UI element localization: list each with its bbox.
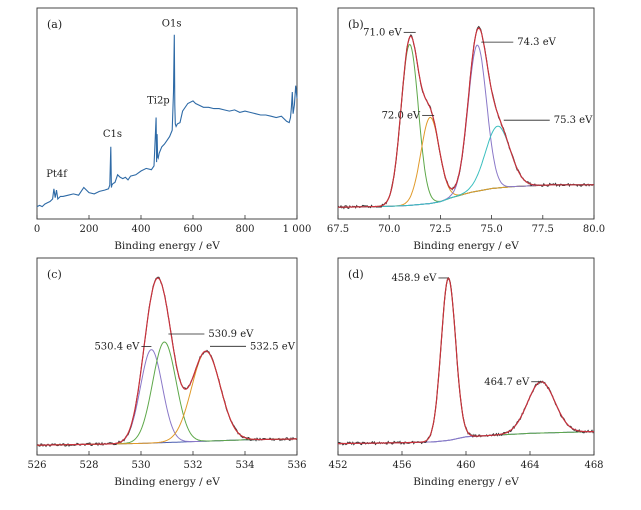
annotation-o1s: O1s [162, 19, 182, 30]
peak-label: 530.4 eV [94, 342, 140, 353]
x-tick-label: 460 [456, 460, 475, 471]
envelope-line [37, 277, 297, 446]
x-tick-label: 526 [27, 460, 46, 471]
x-tick-label: 77.5 [532, 224, 554, 235]
panel-label: (b) [348, 18, 364, 31]
x-tick-label: 452 [328, 460, 347, 471]
fitted-peak-2 [37, 350, 297, 446]
panel-c-o1s-spectrum: 526 528 530 532 534 536 Binding energy / eV (c)… [27, 257, 307, 488]
annotation-c1s: C1s [103, 129, 122, 140]
x-axis-label: Binding energy / eV [413, 240, 519, 252]
survey-spectrum-line [36, 34, 298, 208]
x-axis-label: Binding energy / eV [114, 476, 220, 488]
panel-label: (c) [47, 268, 62, 281]
x-tick-label: 80.0 [583, 224, 605, 235]
x-tick-label: 600 [183, 224, 202, 235]
x-tick-label: 534 [235, 460, 254, 471]
fitted-peak-1 [337, 116, 594, 208]
panel-b-pt4f-spectrum: 67.5 70.0 72.5 75.0 77.5 80.0 Binding energy /… [327, 7, 605, 252]
x-axis-label: Binding energy / eV [114, 240, 220, 252]
plot-frame [36, 257, 298, 456]
fitted-peak-1 [37, 341, 297, 446]
annotation-ti2p: Ti2p [147, 96, 170, 107]
plot-frame [337, 257, 595, 456]
x-tick-label: 400 [131, 224, 150, 235]
peak-label: 71.0 eV [363, 27, 402, 38]
x-tick-label: 532 [183, 460, 202, 471]
x-axis-label: Binding energy / eV [413, 476, 519, 488]
x-tick-label: 530 [131, 460, 150, 471]
panel-label: (a) [47, 18, 62, 31]
x-tick-label: 72.5 [429, 224, 451, 235]
envelope-line [337, 27, 594, 208]
background-line [337, 184, 594, 208]
peak-label: 530.9 eV [208, 329, 254, 340]
fitted-peak-0 [338, 277, 594, 445]
peak-label: 72.0 eV [382, 110, 421, 121]
x-tick-label: 70.0 [378, 224, 400, 235]
peak-label: 458.9 eV [391, 273, 437, 284]
fitted-peak-1 [338, 381, 594, 445]
x-tick-label: 200 [79, 224, 98, 235]
panel-label: (d) [348, 268, 364, 281]
x-tick-label: 75.0 [480, 224, 502, 235]
fitted-peak-3 [337, 125, 594, 208]
plot-frame [36, 7, 298, 220]
peak-label: 464.7 eV [484, 377, 530, 388]
peak-label: 532.5 eV [250, 341, 296, 352]
x-tick-label: 67.5 [327, 224, 349, 235]
x-tick-label: 536 [287, 460, 306, 471]
peak-label: 75.3 eV [554, 115, 593, 126]
x-tick-label: 0 [34, 224, 40, 235]
x-tick-label: 456 [392, 460, 411, 471]
envelope-line [338, 276, 594, 445]
raw-data-line [337, 276, 595, 446]
peak-label: 74.3 eV [517, 37, 556, 48]
annotation-pt4f: Pt4f [46, 169, 68, 180]
x-tick-label: 800 [235, 224, 254, 235]
raw-data-line [36, 276, 298, 448]
x-tick-label: 464 [520, 460, 539, 471]
fitted-peak-0 [37, 349, 297, 446]
background-line [338, 431, 594, 445]
x-tick-label: 468 [584, 460, 603, 471]
x-tick-label: 1 000 [283, 224, 312, 235]
panel-a-survey-spectrum: 0 200 400 600 800 1 000 Binding energy / eV (a)… [34, 7, 312, 252]
plot-frame [337, 7, 595, 220]
x-tick-label: 528 [79, 460, 98, 471]
panel-d-ti2p-spectrum: 452 456 460 464 468 Binding energy / eV (d) 458… [328, 257, 604, 488]
